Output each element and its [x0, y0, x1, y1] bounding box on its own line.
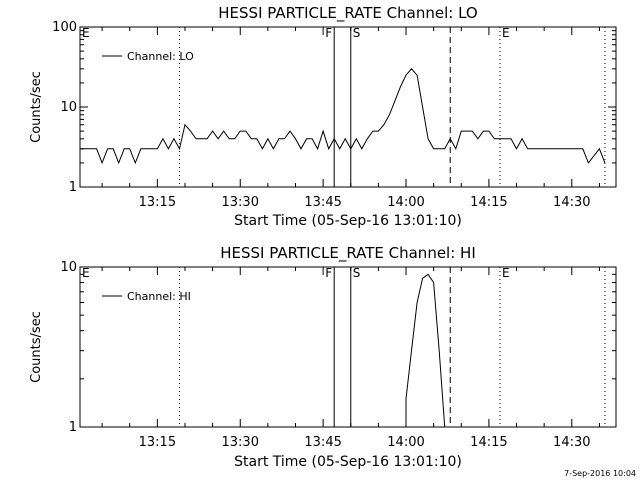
x-tick-label: 14:00	[387, 435, 424, 450]
event-marker-label: F	[325, 26, 332, 40]
panel-channel-hi: HESSI PARTICLE_RATE Channel: HI 1 10 13:15 1…	[29, 244, 617, 470]
y-tick-label: 1	[69, 180, 77, 195]
x-tick-label: 14:30	[553, 435, 590, 450]
chart-title: HESSI PARTICLE_RATE Channel: LO	[218, 4, 477, 23]
event-marker-label: E	[82, 266, 90, 280]
footer-timestamp: 7-Sep-2016 10:04	[564, 469, 636, 478]
event-marker-label: E	[502, 26, 510, 40]
y-tick-label: 100	[52, 20, 77, 35]
legend-label: Channel: HI	[127, 290, 191, 303]
x-tick-label: 13:15	[139, 435, 176, 450]
y-axis-label: Counts/sec	[29, 71, 44, 143]
x-tick-label: 13:30	[222, 195, 259, 210]
event-marker-label: E	[502, 266, 510, 280]
x-axis-label: Start Time (05-Sep-16 13:01:10)	[234, 213, 462, 229]
y-tick-label: 10	[60, 260, 77, 275]
event-marker-label: E	[82, 26, 90, 40]
x-tick-label: 14:00	[387, 195, 424, 210]
x-axis-label: Start Time (05-Sep-16 13:01:10)	[234, 454, 462, 470]
x-tick-label: 13:45	[304, 435, 341, 450]
x-tick-label: 13:45	[304, 195, 341, 210]
legend-label: Channel: LO	[127, 50, 194, 63]
event-marker-label: S	[353, 266, 361, 280]
x-tick-label: 13:15	[139, 195, 176, 210]
x-tick-label: 14:15	[470, 435, 507, 450]
x-tick-label: 14:30	[553, 195, 590, 210]
y-tick-label: 1	[69, 420, 77, 435]
event-marker-label: F	[325, 266, 332, 280]
event-marker-label: S	[353, 26, 361, 40]
y-tick-label: 10	[60, 100, 77, 115]
series-line	[405, 273, 446, 428]
x-tick-label: 14:15	[470, 195, 507, 210]
panel-channel-lo: HESSI PARTICLE_RATE Channel: LO 1 10 100 13:…	[29, 4, 617, 229]
x-tick-label: 13:30	[222, 435, 259, 450]
y-axis-label: Counts/sec	[29, 311, 44, 383]
series-line	[80, 68, 606, 165]
chart-title: HESSI PARTICLE_RATE Channel: HI	[220, 244, 476, 263]
